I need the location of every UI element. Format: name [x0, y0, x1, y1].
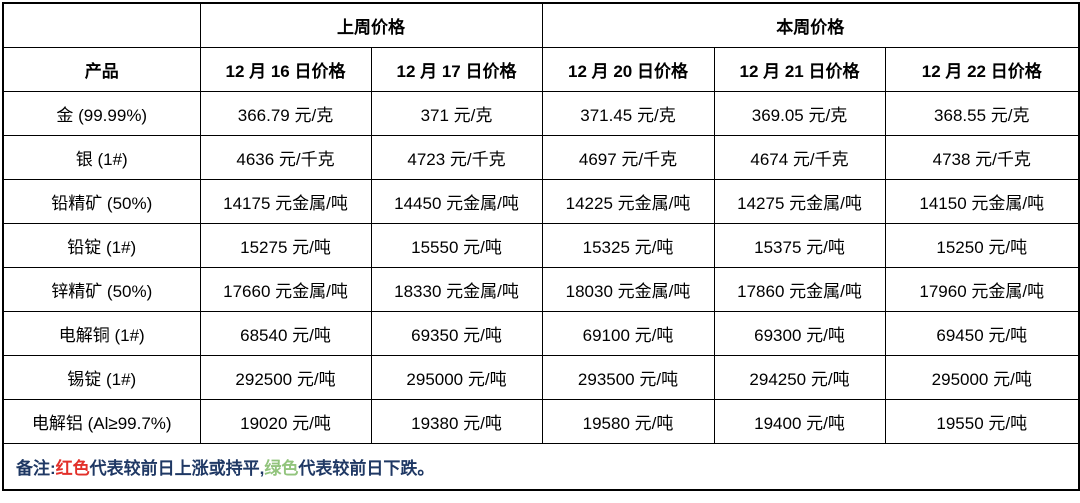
price-cell: 14450 元金属/吨 [370, 179, 543, 224]
date-header-dec21: 12 月 21 日价格 [713, 47, 886, 92]
price-cell: 15275 元/吨 [199, 223, 372, 268]
table-row-zinc-concentrate: 锌精矿 (50%) 17660 元金属/吨 18330 元金属/吨 18030 … [2, 267, 1080, 312]
price-cell: 17860 元金属/吨 [713, 267, 886, 312]
price-cell: 15250 元/吨 [884, 223, 1080, 268]
price-cell: 19400 元/吨 [713, 399, 886, 444]
price-cell: 19580 元/吨 [541, 399, 715, 444]
table-row-lead-concentrate: 铅精矿 (50%) 14175 元金属/吨 14450 元金属/吨 14225 … [2, 179, 1080, 224]
price-cell: 295000 元/吨 [370, 355, 543, 400]
table-row-copper: 电解铜 (1#) 68540 元/吨 69350 元/吨 69100 元/吨 6… [2, 311, 1080, 356]
table-row-lead-ingot: 铅锭 (1#) 15275 元/吨 15550 元/吨 15325 元/吨 15… [2, 223, 1080, 268]
price-cell: 295000 元/吨 [884, 355, 1080, 400]
price-cell: 4723 元/千克 [370, 135, 543, 180]
note-red-keyword: 红色 [55, 459, 90, 478]
note-down-text: 代表较前日下跌。 [298, 459, 435, 478]
price-cell: 15550 元/吨 [370, 223, 543, 268]
price-cell: 369.05 元/克 [713, 91, 886, 136]
note-cell: 备注:红色代表较前日上涨或持平,绿色代表较前日下跌。 [2, 443, 1080, 491]
price-cell: 69100 元/吨 [541, 311, 715, 356]
price-cell: 4674 元/千克 [713, 135, 886, 180]
price-cell: 4697 元/千克 [541, 135, 715, 180]
price-cell: 19550 元/吨 [884, 399, 1080, 444]
price-cell: 371 元/克 [370, 91, 543, 136]
price-cell: 69300 元/吨 [713, 311, 886, 356]
price-cell: 294250 元/吨 [713, 355, 886, 400]
product-cell: 银 (1#) [2, 135, 201, 180]
note-green-keyword: 绿色 [264, 459, 299, 478]
price-cell: 15325 元/吨 [541, 223, 715, 268]
price-cell: 18030 元金属/吨 [541, 267, 715, 312]
price-cell: 18330 元金属/吨 [370, 267, 543, 312]
price-cell: 292500 元/吨 [199, 355, 372, 400]
price-cell: 15375 元/吨 [713, 223, 886, 268]
price-cell: 17960 元金属/吨 [884, 267, 1080, 312]
date-header-dec22: 12 月 22 日价格 [884, 47, 1080, 92]
product-cell: 锌精矿 (50%) [2, 267, 201, 312]
price-cell: 19020 元/吨 [199, 399, 372, 444]
price-cell: 4636 元/千克 [199, 135, 372, 180]
date-header-dec16: 12 月 16 日价格 [199, 47, 372, 92]
table-row-tin-ingot: 锡锭 (1#) 292500 元/吨 295000 元/吨 293500 元/吨… [2, 355, 1080, 400]
product-cell: 电解铝 (Al≥99.7%) [2, 399, 201, 444]
date-header-dec20: 12 月 20 日价格 [541, 47, 715, 92]
corner-empty-cell [2, 2, 201, 48]
date-header-row: 产品 12 月 16 日价格 12 月 17 日价格 12 月 20 日价格 1… [2, 47, 1080, 92]
price-cell: 68540 元/吨 [199, 311, 372, 356]
product-cell: 金 (99.99%) [2, 91, 201, 136]
week-header-row: 上周价格 本周价格 [2, 2, 1080, 48]
product-cell: 电解铜 (1#) [2, 311, 201, 356]
table-row-aluminum: 电解铝 (Al≥99.7%) 19020 元/吨 19380 元/吨 19580… [2, 399, 1080, 444]
table-row-silver: 银 (1#) 4636 元/千克 4723 元/千克 4697 元/千克 467… [2, 135, 1080, 180]
note-row: 备注:红色代表较前日上涨或持平,绿色代表较前日下跌。 [2, 443, 1080, 491]
price-cell: 4738 元/千克 [884, 135, 1080, 180]
last-week-header: 上周价格 [199, 2, 543, 48]
note-up-text: 代表较前日上涨或持平, [89, 459, 265, 478]
this-week-header: 本周价格 [541, 2, 1080, 48]
product-cell: 锡锭 (1#) [2, 355, 201, 400]
price-cell: 14225 元金属/吨 [541, 179, 715, 224]
table-row-gold: 金 (99.99%) 366.79 元/克 371 元/克 371.45 元/克… [2, 91, 1080, 136]
price-cell: 14275 元金属/吨 [713, 179, 886, 224]
price-cell: 19380 元/吨 [370, 399, 543, 444]
price-cell: 371.45 元/克 [541, 91, 715, 136]
date-header-dec17: 12 月 17 日价格 [370, 47, 543, 92]
price-cell: 69350 元/吨 [370, 311, 543, 356]
price-cell: 14175 元金属/吨 [199, 179, 372, 224]
metal-price-table: 上周价格 本周价格 产品 12 月 16 日价格 12 月 17 日价格 12 … [2, 2, 1080, 491]
product-cell: 铅锭 (1#) [2, 223, 201, 268]
price-cell: 69450 元/吨 [884, 311, 1080, 356]
product-cell: 铅精矿 (50%) [2, 179, 201, 224]
price-cell: 14150 元金属/吨 [884, 179, 1080, 224]
price-cell: 293500 元/吨 [541, 355, 715, 400]
price-cell: 366.79 元/克 [199, 91, 372, 136]
price-cell: 17660 元金属/吨 [199, 267, 372, 312]
product-column-header: 产品 [2, 47, 201, 92]
price-cell: 368.55 元/克 [884, 91, 1080, 136]
note-label: 备注: [16, 459, 56, 478]
